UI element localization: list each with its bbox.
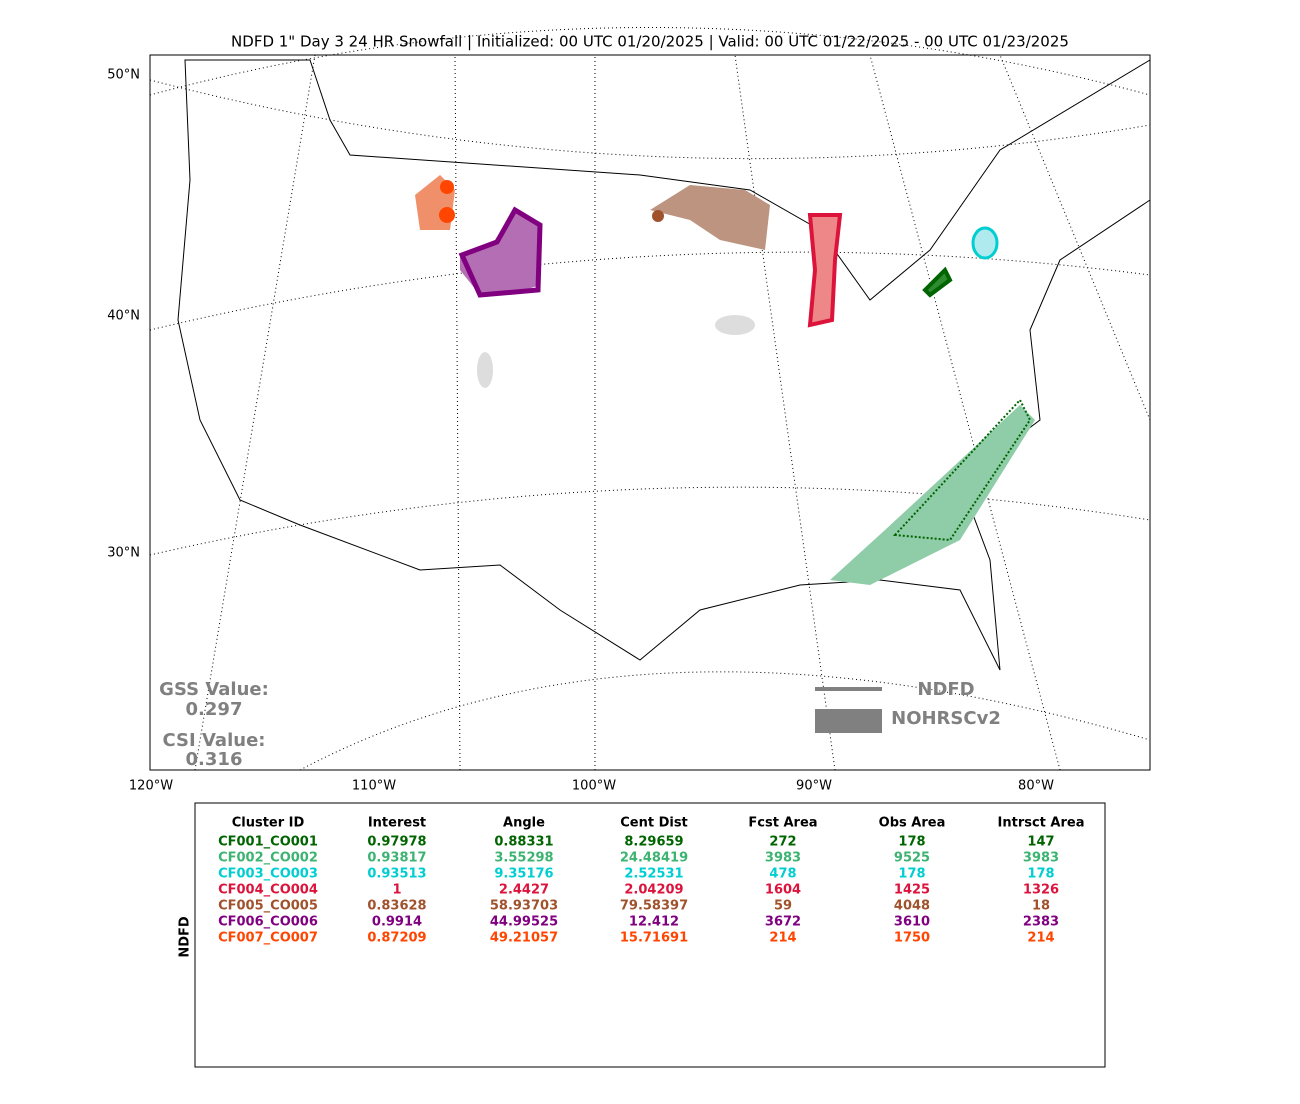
- table-cell: CF007_CO007: [218, 931, 318, 946]
- lon-label: 120°W: [129, 779, 173, 794]
- table-cell: 2.4427: [499, 883, 549, 898]
- table-cell: 1604: [765, 883, 801, 898]
- table-cell: 3983: [1023, 851, 1059, 866]
- lon-label: 100°W: [572, 779, 616, 794]
- lat-labels: 50°N 40°N 30°N: [107, 68, 140, 561]
- lon-label: 80°W: [1018, 779, 1054, 794]
- table-cell: CF003_CO003: [218, 867, 318, 882]
- table-cell: CF005_CO005: [218, 899, 318, 914]
- table-cell: 0.87209: [367, 931, 426, 946]
- map-frame: [149, 54, 1151, 771]
- table-cell: CF001_CO001: [218, 835, 318, 850]
- table-cell: 178: [898, 867, 925, 882]
- lon-labels: 120°W 110°W 100°W 90°W 80°W: [129, 779, 1054, 794]
- column-header: Fcst Area: [748, 816, 817, 831]
- csi-value: 0.316: [186, 749, 243, 770]
- table-cell: 8.29659: [624, 835, 683, 850]
- table-cell: 2383: [1023, 915, 1059, 930]
- table-cell: 1425: [894, 883, 930, 898]
- snow-areas: [415, 175, 1035, 585]
- table-side-label: NDFD: [178, 916, 193, 958]
- column-header: Obs Area: [879, 816, 946, 831]
- table-cell: 15.71691: [620, 931, 688, 946]
- table-cell: 272: [769, 835, 796, 850]
- table-cell: 3.55298: [494, 851, 553, 866]
- table-cell: CF004_CO004: [218, 883, 318, 898]
- table-cell: 147: [1027, 835, 1054, 850]
- column-header: Cluster ID: [232, 816, 305, 831]
- table-cell: 12.412: [629, 915, 679, 930]
- table-cell: 3610: [894, 915, 930, 930]
- table: NDFD Cluster ID Interest Angle Cent Dist Fcs…: [178, 802, 1106, 1068]
- legend-label: NDFD: [917, 679, 974, 700]
- table-cell: 2.04209: [624, 883, 683, 898]
- table-cell: 0.88331: [494, 835, 553, 850]
- table-cell: 0.93817: [367, 851, 426, 866]
- title: NDFD 1" Day 3 24 HR Snowfall | Initializ…: [231, 33, 1069, 51]
- column-header: Angle: [503, 816, 545, 831]
- column-header: Interest: [368, 816, 426, 831]
- table-cell: 0.83628: [367, 899, 426, 914]
- table-cell: 0.97978: [367, 835, 426, 850]
- column-header: Cent Dist: [620, 816, 688, 831]
- table-cell: 3983: [765, 851, 801, 866]
- map: 50°N 40°N 30°N 120°W 110°W 100°W 90°W 80°W GSS…: [107, 27, 1151, 794]
- legend-swatch: [815, 709, 882, 733]
- table-cell: 59: [774, 899, 792, 914]
- table-cell: 24.48419: [620, 851, 688, 866]
- table-body: Cluster ID Interest Angle Cent Dist Fcst Are…: [218, 816, 1084, 946]
- table-cell: 214: [769, 931, 796, 946]
- table-cell: 1: [392, 883, 401, 898]
- table-cell: 178: [1027, 867, 1054, 882]
- table-cell: 4048: [894, 899, 930, 914]
- table-cell: 3672: [765, 915, 801, 930]
- table-cell: 18: [1032, 899, 1050, 914]
- graticule: [149, 27, 1151, 771]
- table-cell: 9525: [894, 851, 930, 866]
- table-cell: 0.9914: [372, 915, 422, 930]
- table-cell: 214: [1027, 931, 1054, 946]
- lat-label: 40°N: [107, 309, 140, 324]
- table-cell: CF006_CO006: [218, 915, 318, 930]
- table-cell: 79.58397: [620, 899, 688, 914]
- table-cell: 49.21057: [490, 931, 558, 946]
- table-cell: 44.99525: [490, 915, 558, 930]
- lat-label: 30°N: [107, 546, 140, 561]
- lon-label: 110°W: [352, 779, 396, 794]
- lon-label: 90°W: [796, 779, 832, 794]
- table-cell: 2.52531: [624, 867, 683, 882]
- table-cell: 178: [898, 835, 925, 850]
- table-cell: 478: [769, 867, 796, 882]
- coastline: [177, 59, 1151, 671]
- table-cell: 0.93513: [367, 867, 426, 882]
- table-cell: 1750: [894, 931, 930, 946]
- column-header: Intrsct Area: [998, 816, 1085, 831]
- lat-label: 50°N: [107, 68, 140, 83]
- gss-label: GSS Value:: [159, 679, 269, 700]
- table-cell: 9.35176: [494, 867, 553, 882]
- csi-label: CSI Value:: [163, 730, 266, 751]
- table-frame: [194, 802, 1106, 1068]
- table-cell: CF002_CO002: [218, 851, 318, 866]
- gss-value: 0.297: [186, 699, 243, 720]
- table-cell: 1326: [1023, 883, 1059, 898]
- table-cell: 58.93703: [490, 899, 558, 914]
- legend-label: NOHRSCv2: [891, 708, 1001, 729]
